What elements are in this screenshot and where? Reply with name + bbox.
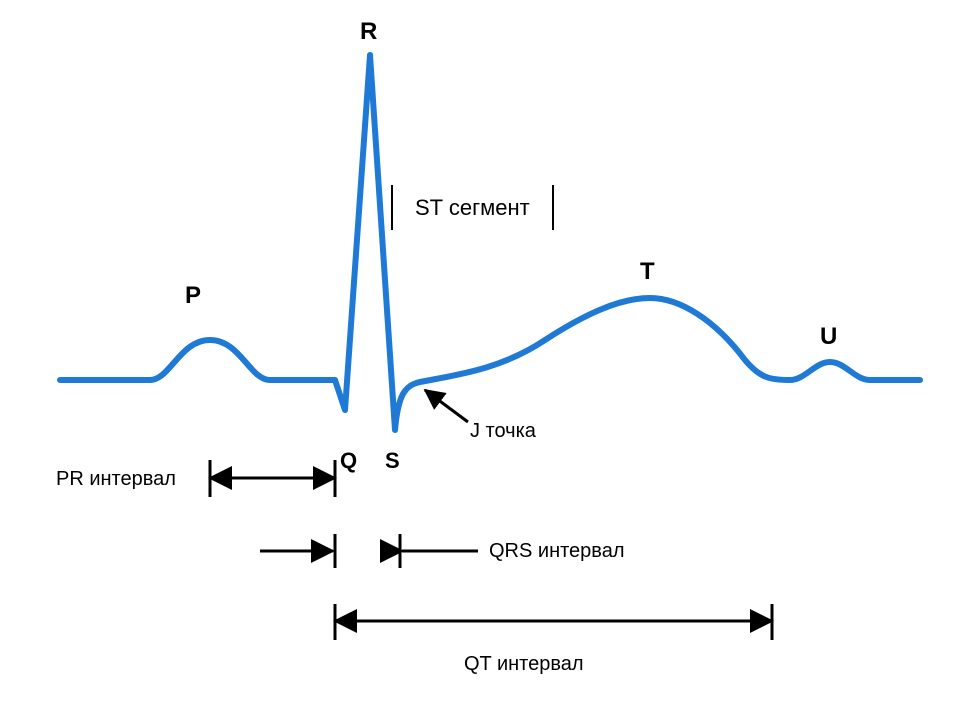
label-r: R bbox=[360, 18, 377, 46]
ecg-diagram: P R Q S T U ST сегмент J точка PR интерв… bbox=[0, 0, 960, 720]
qt-interval-label: QT интервал bbox=[464, 653, 584, 676]
label-s: S bbox=[385, 448, 400, 474]
label-p: P bbox=[185, 282, 201, 310]
ecg-waveform bbox=[60, 55, 920, 430]
st-segment-label: ST сегмент bbox=[415, 195, 530, 221]
j-point-label: J точка bbox=[470, 420, 536, 443]
pr-interval-label: PR интервал bbox=[56, 468, 176, 491]
label-u: U bbox=[820, 323, 837, 351]
label-q: Q bbox=[340, 448, 357, 474]
j-point-arrow bbox=[425, 390, 468, 422]
diagram-svg bbox=[0, 0, 960, 720]
label-t: T bbox=[640, 258, 655, 286]
qrs-interval-label: QRS интервал bbox=[489, 540, 625, 563]
